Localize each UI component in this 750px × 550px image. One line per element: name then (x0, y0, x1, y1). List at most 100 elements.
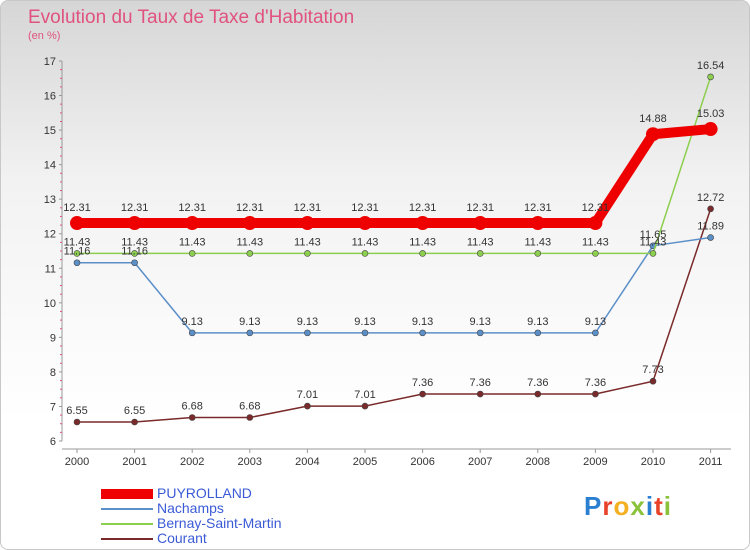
data-point (361, 329, 369, 337)
data-point (588, 216, 603, 231)
data-label: 11.43 (409, 236, 436, 248)
x-tick-label: 2009 (583, 456, 607, 468)
y-tick-label: 17 (44, 56, 56, 68)
data-point (419, 250, 426, 257)
y-tick-label: 8 (50, 367, 56, 379)
logo-letter: i (645, 491, 655, 521)
data-label: 11.43 (294, 236, 321, 248)
data-label: 6.68 (239, 401, 260, 413)
y-tick-label: 16 (44, 91, 56, 103)
data-point (592, 329, 599, 337)
data-label: 9.13 (469, 316, 490, 328)
data-label: 9.13 (354, 316, 375, 328)
proxiti-logo: Proxiti (584, 491, 672, 522)
data-label: 11.16 (121, 246, 148, 258)
x-tick-label: 2002 (180, 456, 204, 468)
data-point (73, 418, 81, 426)
data-label: 11.43 (352, 236, 379, 248)
data-label: 12.31 (351, 202, 379, 214)
axes: 6 7 8 9 10 11 12 13 14 15 16 17 2000 2001 2002 2003 2004… (44, 56, 731, 468)
data-point (304, 329, 311, 337)
data-label: 16.54 (697, 60, 725, 72)
legend-swatch (101, 537, 153, 540)
data-label: 12.31 (409, 202, 437, 214)
x-tick-label: 2000 (65, 456, 89, 468)
data-point (476, 390, 484, 398)
data-label: 7.36 (527, 377, 548, 389)
data-label: 6.55 (66, 405, 87, 417)
data-labels: 12.31 12.31 12.31 12.31 12.31 12.31 12.31 12.31… (63, 60, 724, 417)
data-point (534, 390, 542, 398)
data-label: 15.03 (697, 108, 725, 120)
series-line-3 (77, 208, 712, 423)
data-point (646, 127, 660, 142)
legend-swatch (101, 488, 153, 499)
x-tick-label: 2004 (295, 456, 319, 468)
y-tick-label: 12 (44, 229, 56, 241)
data-label: 12.31 (178, 202, 206, 214)
data-point (361, 402, 369, 410)
logo-letter: r (602, 491, 614, 521)
y-tick-label: 13 (44, 194, 56, 206)
data-point (188, 414, 196, 421)
y-tick-label: 7 (50, 401, 56, 413)
data-point (246, 329, 254, 337)
data-label: 9.13 (297, 316, 318, 328)
data-label: 12.31 (236, 202, 264, 214)
data-label: 12.31 (524, 202, 552, 214)
data-label: 7.36 (412, 377, 433, 389)
data-point (242, 216, 257, 231)
data-label: 7.01 (354, 389, 375, 401)
data-label: 11.43 (524, 236, 551, 248)
x-tick-label: 2006 (410, 456, 434, 468)
data-point (592, 390, 599, 398)
chart-title: Evolution du Taux de Taxe d'Habitation (28, 7, 355, 28)
data-point (131, 259, 138, 267)
data-point (415, 216, 430, 231)
x-tick-label: 2008 (526, 456, 550, 468)
data-point (419, 329, 426, 337)
y-tick-label: 6 (50, 436, 56, 448)
x-tick-label: 2010 (641, 456, 665, 468)
data-label: 11.43 (64, 236, 91, 248)
data-label: 12.31 (466, 202, 494, 214)
data-label: 9.13 (239, 316, 260, 328)
logo-letter: o (613, 491, 631, 521)
logo-letter: i (663, 491, 672, 521)
x-tick-label: 2011 (699, 456, 723, 468)
data-label: 12.31 (121, 202, 149, 214)
data-point (73, 259, 81, 267)
series-line-0 (77, 124, 712, 229)
data-point (70, 216, 84, 231)
data-label: 14.88 (639, 113, 667, 125)
x-tick-label: 2005 (353, 456, 377, 468)
data-label: 6.55 (124, 405, 145, 417)
series-line-1 (77, 236, 711, 334)
data-label: 7.73 (642, 364, 663, 376)
data-label: 11.16 (64, 246, 91, 258)
data-point (73, 250, 81, 257)
data-point (530, 216, 545, 231)
data-label: 7.36 (585, 377, 606, 389)
series-line-2 (77, 76, 712, 255)
data-label: 11.65 (640, 229, 667, 241)
data-label: 7.36 (469, 377, 490, 389)
data-point (188, 250, 196, 257)
legend-label: Courant (157, 530, 207, 546)
data-label: 11.43 (236, 236, 263, 248)
series-lines (70, 73, 718, 426)
data-point (592, 250, 599, 257)
data-point (300, 216, 315, 231)
data-point (473, 216, 488, 231)
data-point (246, 250, 254, 257)
data-label: 11.43 (179, 236, 206, 248)
data-point (304, 250, 311, 257)
data-point (707, 234, 714, 241)
data-point (534, 329, 542, 337)
data-point (185, 216, 200, 231)
legend-item: Nachamps (101, 501, 224, 516)
data-label: 12.31 (582, 202, 610, 214)
data-label: 11.43 (467, 236, 494, 248)
data-label: 9.13 (527, 316, 548, 328)
